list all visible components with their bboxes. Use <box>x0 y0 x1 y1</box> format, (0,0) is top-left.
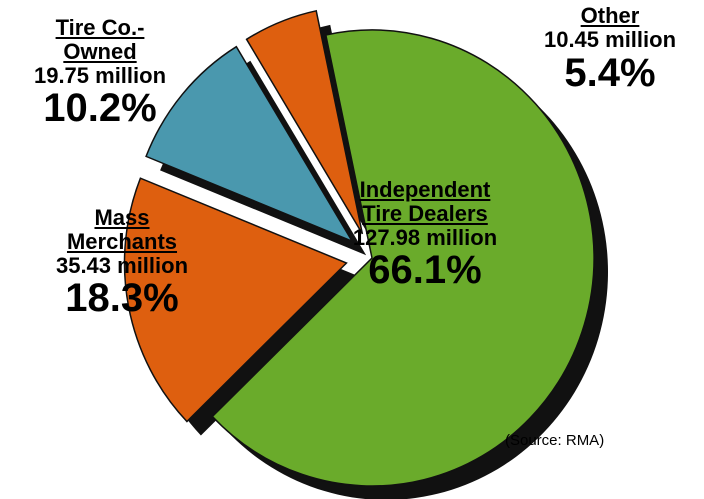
pie-slice <box>145 45 354 243</box>
amount-label: 35.43 million <box>55 252 189 278</box>
value-label: 66.1% <box>368 248 482 293</box>
value-label: 5.4% <box>564 50 656 95</box>
slice-label: Other 10.45 million 5.4% <box>515 4 704 95</box>
slice-label: Mass Merchants 35.43 million 18.3% <box>22 206 222 320</box>
category-label: Other <box>580 3 640 28</box>
source-note: (Source: RMA) <box>505 432 605 449</box>
amount-label: 19.75 million <box>33 62 167 88</box>
amount-label: 127.98 million <box>352 224 498 250</box>
slice-label: Tire Co.-Owned 19.75 million 10.2% <box>0 16 200 130</box>
value-label: 18.3% <box>65 276 179 321</box>
pie-slice <box>245 9 364 235</box>
value-label: 10.2% <box>43 86 157 131</box>
slice-label: Independent Tire Dealers 127.98 million 66… <box>310 178 540 292</box>
amount-label: 10.45 million <box>543 26 677 52</box>
pie-slice <box>123 177 348 423</box>
category-label: Mass Merchants <box>66 205 178 254</box>
category-label: Tire Co.-Owned <box>55 15 145 64</box>
pie-slice <box>211 29 595 487</box>
category-label: Independent Tire Dealers <box>359 177 491 226</box>
